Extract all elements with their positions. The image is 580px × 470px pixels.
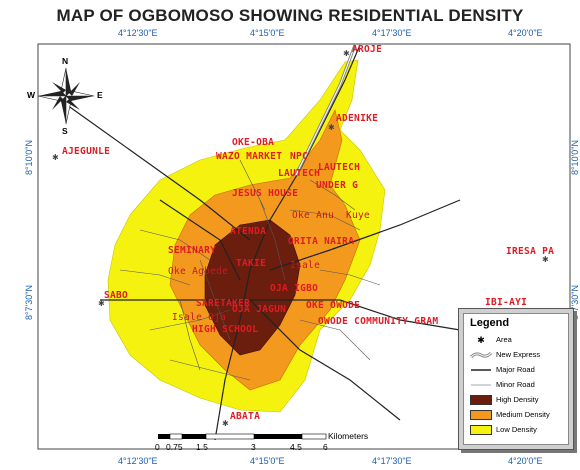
- scale-tick-45: 4.5: [290, 442, 302, 452]
- legend-item-area: ✱ Area: [470, 334, 570, 346]
- coord-left-1: 8°10'0"N: [24, 140, 34, 176]
- area-star-iresa: ✱: [542, 255, 549, 264]
- legend-item-high-density: High Density: [470, 394, 570, 406]
- west-label: W: [27, 90, 36, 100]
- legend-box: Legend ✱ Area New Express Major Road Min…: [458, 308, 574, 450]
- place-aroje: AROJE: [352, 44, 383, 55]
- place-npc: NPC: [290, 151, 309, 162]
- place-atenda: ATENDA: [230, 226, 267, 237]
- express-line-icon: [469, 350, 493, 360]
- area-star-aroje: ✱: [343, 49, 350, 58]
- place-seminary: SEMINARY: [168, 245, 217, 256]
- major-road-icon: [470, 365, 492, 375]
- place-oke-anu: Oke Anu: [292, 210, 335, 221]
- scale-unit: Kilometers: [328, 431, 369, 441]
- legend-item-express: New Express: [469, 349, 570, 361]
- south-label: S: [62, 126, 68, 136]
- legend-item-minor-road: Minor Road: [470, 379, 570, 391]
- scale-bar: [158, 433, 327, 440]
- coord-bottom-1: 4°12'30"E: [118, 456, 158, 466]
- low-density-swatch: [470, 425, 492, 435]
- place-isale: Isale: [290, 260, 321, 271]
- place-lautech-1: LAUTECH: [318, 162, 361, 173]
- place-takie: TAKIE: [236, 258, 267, 269]
- place-kuye: Kuye: [346, 210, 371, 221]
- coord-bottom-4: 4°20'0"E: [508, 456, 543, 466]
- north-label: N: [62, 56, 69, 66]
- area-star-ajegunle: ✱: [52, 153, 59, 162]
- legend-label-express: New Express: [496, 350, 541, 359]
- legend-label-minor-road: Minor Road: [496, 380, 535, 389]
- place-saretaker: SARETAKER: [196, 298, 251, 309]
- place-isale-oja: Isale Oja: [172, 312, 227, 323]
- area-markers: ✱ ✱ ✱ ✱ ✱ ✱: [52, 49, 549, 428]
- legend-label-medium-density: Medium Density: [496, 410, 550, 419]
- map-title: MAP OF OGBOMOSO SHOWING RESIDENTIAL DENS…: [56, 6, 524, 25]
- high-density-swatch: [470, 395, 492, 405]
- scale-tick-15: 1.5: [196, 442, 208, 452]
- area-star-adenike: ✱: [328, 123, 335, 132]
- legend-label-low-density: Low Density: [496, 425, 537, 434]
- legend-item-major-road: Major Road: [470, 364, 570, 376]
- scale-tick-075: 0.75: [166, 442, 183, 452]
- place-oja-igbo: OJA IGBO: [270, 283, 319, 294]
- place-adenike: ADENIKE: [336, 113, 379, 124]
- place-owode-community: OWODE COMMUNITY GRAM: [318, 316, 439, 327]
- place-oja-jagun: OJA JAGUN: [232, 304, 287, 315]
- legend-label-high-density: High Density: [496, 395, 539, 404]
- major-roads: [59, 44, 461, 441]
- coord-left-2: 8°7'30"N: [24, 285, 34, 321]
- legend-item-medium-density: Medium Density: [470, 409, 570, 421]
- legend-title: Legend: [470, 317, 510, 329]
- coord-top-4: 4°20'0"E: [508, 28, 543, 38]
- legend-inner: Legend ✱ Area New Express Major Road Min…: [463, 313, 569, 445]
- medium-density-swatch: [470, 410, 492, 420]
- coord-bottom-2: 4°15'0"E: [250, 456, 285, 466]
- north-arrow-icon: [37, 67, 95, 125]
- minor-roads: [119, 159, 381, 381]
- place-sabo: SABO: [104, 290, 129, 301]
- scale-tick-3: 3: [251, 442, 256, 452]
- place-oke-oba: OKE-OBA: [232, 137, 275, 148]
- legend-label-major-road: Major Road: [496, 365, 535, 374]
- scale-tick-6: 6: [323, 442, 328, 452]
- legend-label-area: Area: [496, 335, 512, 344]
- place-orita-naira: ORITA NAIRA: [288, 236, 355, 247]
- area-star-abata: ✱: [222, 419, 229, 428]
- place-oke-agbede: Oke Agbede: [168, 266, 229, 277]
- coord-bottom-3: 4°17'30"E: [372, 456, 412, 466]
- place-high-school: HIGH SCHOOL: [192, 324, 259, 335]
- coord-top-2: 4°15'0"E: [250, 28, 285, 38]
- place-jesus-house: JESUS HOUSE: [232, 188, 299, 199]
- place-iresa-pa: IRESA PA: [506, 246, 555, 257]
- east-label: E: [97, 90, 103, 100]
- place-under-g: UNDER G: [316, 180, 359, 191]
- place-oke-owode: OKE OWODE: [306, 300, 361, 311]
- new-express-road-center: [295, 44, 356, 176]
- legend-item-low-density: Low Density: [470, 424, 570, 436]
- coord-right-1: 8°10'0"N: [570, 140, 580, 176]
- place-wazo-market: WAZO MARKET: [216, 151, 283, 162]
- coord-top-1: 4°12'30"E: [118, 28, 158, 38]
- minor-road-icon: [470, 380, 492, 390]
- coord-top-3: 4°17'30"E: [372, 28, 412, 38]
- scale-tick-0: 0: [155, 442, 160, 452]
- place-ibi-aiyi: IBI-AYI: [485, 297, 528, 308]
- place-lautech-2: LAUTECH: [278, 168, 321, 179]
- place-ajegunle: AJEGUNLE: [62, 146, 111, 157]
- area-star-sabo: ✱: [98, 299, 105, 308]
- place-abata: ABATA: [230, 411, 261, 422]
- area-star-icon: ✱: [477, 335, 485, 345]
